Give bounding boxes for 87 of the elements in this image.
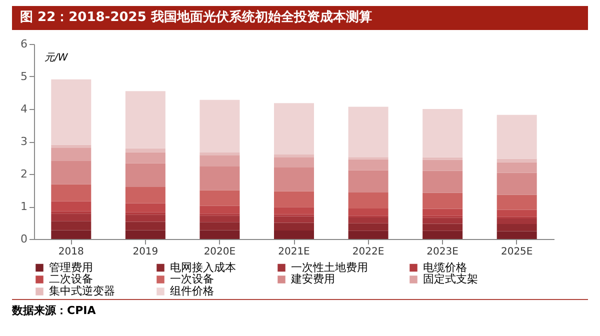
bar (496, 172, 537, 195)
legend-label: 组件价格 (170, 284, 214, 298)
bar (496, 210, 537, 217)
bar (422, 170, 463, 193)
bar (200, 230, 240, 239)
bar (496, 162, 537, 173)
x-tick-label: 2023E (426, 246, 458, 258)
x-tick-label: 2018 (58, 246, 84, 258)
bar (274, 103, 314, 154)
bar (125, 152, 166, 164)
bar (125, 187, 166, 204)
bar (51, 79, 92, 145)
bar (125, 222, 166, 230)
bar (496, 114, 537, 159)
bar (125, 91, 166, 148)
bar (200, 190, 240, 206)
bar (422, 160, 463, 171)
bar (348, 170, 388, 193)
bar (422, 192, 463, 209)
bar (274, 168, 314, 192)
bar (348, 218, 388, 224)
bar (51, 184, 92, 202)
legend-label: 集中式逆变器 (49, 284, 115, 298)
bar (200, 155, 240, 167)
bar (496, 194, 537, 210)
bar (348, 192, 388, 208)
bar (274, 157, 314, 168)
bar (51, 148, 92, 161)
bar (422, 109, 463, 158)
bar (496, 158, 537, 162)
chart-title: 图 22：2018-2025 我国地面光伏系统初始全投资成本测算 (12, 6, 588, 30)
bar (51, 160, 92, 184)
bar (274, 216, 314, 223)
y-tick-label: 0 (20, 232, 28, 246)
bar (274, 191, 314, 208)
x-tick-label: 2022E (352, 246, 384, 258)
legend-label: 电缆价格 (423, 260, 467, 274)
bar (125, 163, 166, 187)
bar (51, 221, 92, 230)
bar (348, 230, 388, 239)
bar (200, 166, 240, 190)
bar (422, 208, 463, 216)
y-axis-title: 元/W (44, 52, 69, 64)
bar (125, 214, 166, 222)
bar (51, 214, 92, 222)
y-tick-label: 6 (20, 38, 28, 50)
y-tick-label: 2 (20, 168, 28, 180)
bar (274, 222, 314, 231)
bar (348, 159, 388, 170)
x-tick-label: 2021E (278, 246, 310, 258)
x-tick-label: 2019 (132, 246, 158, 258)
bar (274, 154, 314, 158)
bar (422, 224, 463, 231)
bar (348, 208, 388, 216)
y-tick-label: 1 (20, 200, 28, 213)
bar (422, 218, 463, 224)
y-tick-label: 5 (20, 70, 28, 83)
y-tick-label: 3 (20, 135, 28, 148)
bar (348, 106, 388, 158)
legend-label: 建安费用 (290, 272, 335, 286)
legend-label: 二次设备 (49, 272, 93, 286)
bar (200, 100, 240, 153)
bar (125, 230, 166, 239)
bar (125, 203, 166, 212)
bar (422, 230, 463, 239)
bar (51, 230, 92, 239)
bar (496, 218, 537, 224)
bar (200, 222, 240, 230)
bar (200, 152, 240, 156)
bar (496, 231, 537, 239)
bar (200, 206, 240, 214)
bar (496, 224, 537, 232)
bar (274, 230, 314, 239)
legend-label: 一次设备 (170, 272, 214, 286)
legend-label: 管理费用 (49, 260, 93, 274)
source-note: 数据来源：CPIA (12, 299, 588, 318)
bar (125, 148, 166, 152)
x-tick-label: 2025E (500, 246, 533, 258)
bar (348, 223, 388, 231)
bar (51, 201, 92, 212)
legend-label: 固定式支架 (423, 272, 478, 286)
y-tick-label: 4 (20, 102, 28, 116)
bar (274, 207, 314, 214)
x-tick-label: 2020E (204, 246, 236, 258)
legend-label: 一次性土地费用 (291, 260, 368, 274)
legend-label: 电网接入成本 (170, 260, 236, 274)
bar (200, 216, 240, 222)
